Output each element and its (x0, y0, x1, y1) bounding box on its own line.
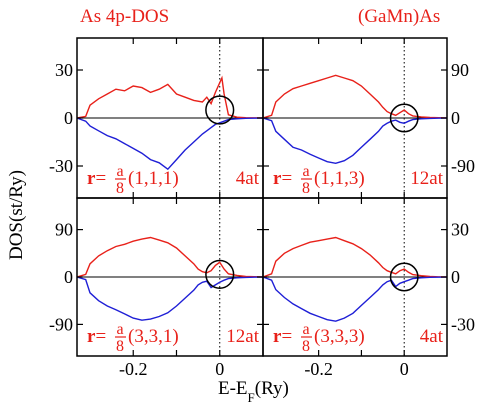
x-tick-label: -0.2 (304, 359, 333, 379)
r-vector-label: r= (87, 326, 106, 347)
x-tick-label: 0 (215, 359, 224, 379)
fraction-numerator: a (302, 163, 309, 180)
x-axis-label-unit: (Ry) (255, 378, 289, 399)
r-equals: = (95, 168, 106, 189)
x-tick-label: 0 (400, 359, 409, 379)
r-prefix: r (87, 168, 96, 189)
y-tick-label: -90 (49, 314, 73, 334)
fermi-highlight-circle (205, 95, 235, 125)
x-axis-label-sub: F (248, 390, 255, 405)
r-equals: = (281, 168, 292, 189)
r-prefix: r (273, 168, 282, 189)
series-down-line-tl (77, 117, 263, 171)
atom-count-label: 12at (410, 168, 443, 189)
r-prefix: r (273, 326, 282, 347)
y-axis-label: DOS(st/Ry) (6, 170, 27, 260)
r-equals: = (95, 326, 106, 347)
panel-bl: 90 0 -90 r= a8 (3,3,1) 12at (49, 197, 264, 357)
fraction-numerator: a (116, 321, 123, 338)
series-down-line-tr (263, 117, 447, 165)
r-equals: = (281, 326, 292, 347)
panel-tr: 90 0 -90 r= a8 (1,1,3) 12at (262, 37, 475, 199)
panel-tl: 30 0 -30 r= a8 (1,1,1) 4at (49, 37, 264, 199)
panel-br: 30 0 -30 r= a8 (3,3,3) 4at (262, 197, 475, 357)
r-vector-coords: (1,1,3) (314, 168, 365, 189)
fermi-highlight-circle (389, 262, 419, 292)
atom-count-label: 4at (420, 326, 444, 347)
fraction-denominator: 8 (302, 338, 310, 355)
y-tick-label: 0 (64, 267, 73, 287)
x-axis-label-main: E-E (218, 378, 248, 399)
y-tick-label: -30 (49, 156, 73, 176)
series-down-line-bl (77, 276, 263, 321)
atom-count-label: 12at (226, 326, 259, 347)
atom-count-label: 4at (236, 168, 260, 189)
fraction-denominator: 8 (302, 180, 310, 197)
x-axis-label: E-EF(Ry) (218, 378, 289, 405)
fraction-denominator: 8 (116, 180, 124, 197)
r-vector-coords: (1,1,1) (128, 168, 179, 189)
y-tick-label: 0 (451, 108, 460, 128)
series-up-line-tr (263, 74, 447, 119)
r-vector-label: r= (273, 168, 292, 189)
r-vector-coords: (3,3,1) (128, 326, 179, 347)
fraction-denominator: 8 (116, 338, 124, 355)
r-vector-coords: (3,3,3) (314, 326, 365, 347)
series-up-line-br (263, 236, 447, 278)
r-vector-label: r= (87, 168, 106, 189)
y-tick-label: -90 (451, 156, 475, 176)
series-down-line-br (263, 276, 447, 322)
y-tick-label: 0 (451, 267, 460, 287)
fraction-numerator: a (116, 163, 123, 180)
r-vector-label: r= (273, 326, 292, 347)
x-tick-label: -0.2 (119, 359, 148, 379)
header-right-label: (GaMn)As (358, 6, 440, 27)
fermi-highlight-circle (389, 103, 419, 133)
r-prefix: r (87, 326, 96, 347)
series-up-line-bl (77, 236, 263, 278)
y-tick-label: -30 (451, 314, 475, 334)
y-tick-label: 30 (451, 220, 469, 240)
y-tick-label: 0 (64, 108, 73, 128)
series-up-line-tl (77, 75, 263, 119)
y-tick-label: 30 (55, 60, 73, 80)
y-tick-label: 90 (55, 220, 73, 240)
fraction-numerator: a (302, 321, 309, 338)
header-left-label: As 4p-DOS (80, 6, 169, 27)
y-tick-label: 90 (451, 60, 469, 80)
fermi-highlight-circle (205, 259, 235, 289)
